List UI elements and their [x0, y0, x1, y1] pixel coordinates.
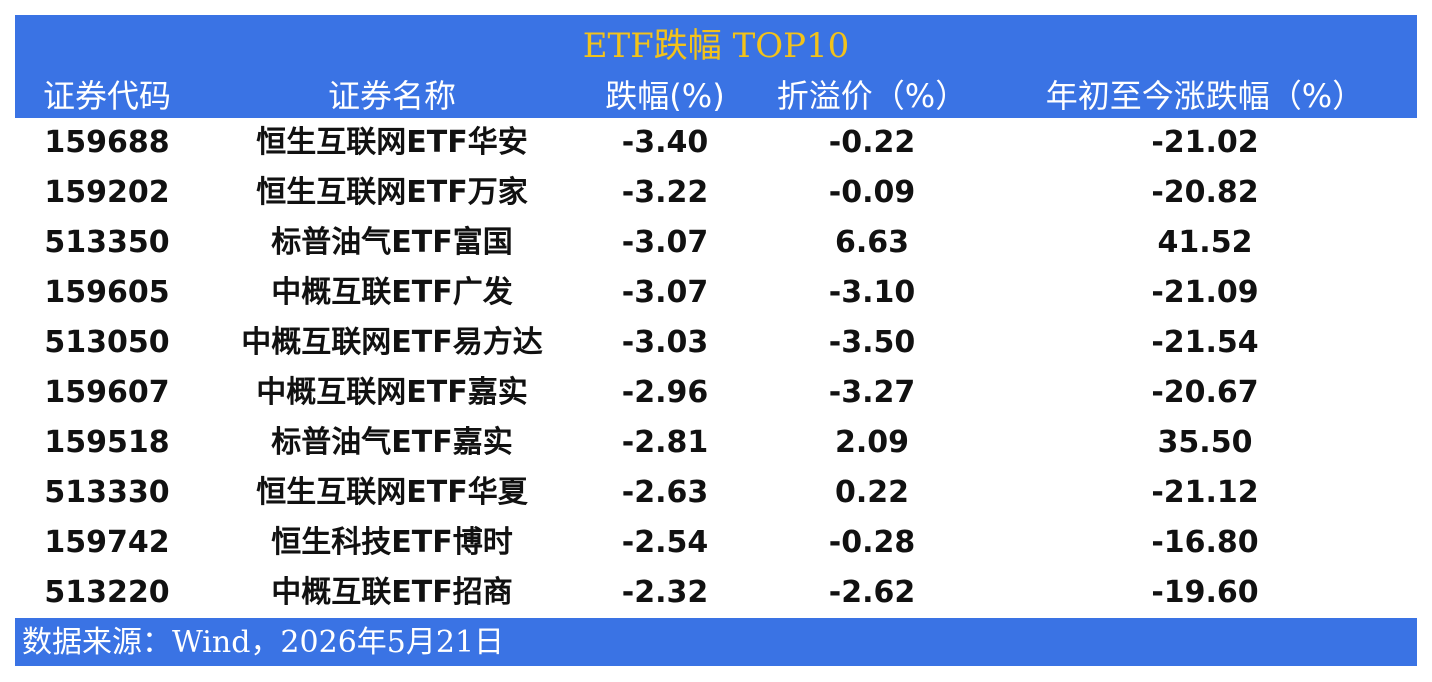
table-cell: 513050 [44, 325, 170, 360]
table-cell: -2.63 [621, 475, 709, 510]
table-cell: 2.09 [834, 425, 910, 460]
table-cell: -3.03 [621, 325, 709, 360]
column-header: 折溢价（%） [776, 77, 968, 115]
table-cell: 513220 [44, 575, 170, 610]
table-cell: -2.81 [621, 425, 709, 460]
table-cell: -21.12 [1151, 475, 1259, 510]
table-cell: 159688 [44, 125, 170, 160]
table-cell: 159607 [44, 375, 170, 410]
column-header: 跌幅(%) [605, 77, 725, 115]
column-header: 证券名称 [327, 77, 457, 115]
table-cell: -21.02 [1151, 125, 1259, 160]
table-cell: 恒生科技ETF博时 [271, 525, 513, 560]
table-cell: -2.32 [621, 575, 709, 610]
column-header: 证券代码 [42, 77, 172, 115]
table-cell: -3.22 [621, 175, 709, 210]
table-cell: -3.10 [828, 275, 916, 310]
table-cell: 513330 [44, 475, 170, 510]
table-cell: 中概互联ETF广发 [271, 275, 513, 310]
table-cell: 标普油气ETF嘉实 [271, 425, 513, 460]
footer-band [15, 618, 1417, 666]
table-cell: 159518 [44, 425, 170, 460]
table-cell: 标普油气ETF富国 [271, 225, 513, 260]
table-cell: 0.22 [834, 475, 910, 510]
title: ETF跌幅 TOP10 [582, 26, 850, 66]
table-cell: -0.22 [828, 125, 916, 160]
table-cell: 159202 [44, 175, 170, 210]
table-cell: 159742 [44, 525, 170, 560]
table-cell: -3.07 [621, 225, 709, 260]
table-cell: -21.09 [1151, 275, 1259, 310]
table-cell: 中概互联网ETF易方达 [241, 325, 543, 360]
table-cell: -19.60 [1151, 575, 1259, 610]
table-cell: -2.54 [621, 525, 709, 560]
table-cell: -3.27 [828, 375, 916, 410]
table-cell: -3.50 [828, 325, 916, 360]
source-note: 数据来源：Wind，2026年5月21日 [22, 625, 505, 660]
table-cell: 6.63 [834, 225, 910, 260]
table-cell: -0.28 [828, 525, 916, 560]
table-cell: -2.62 [828, 575, 916, 610]
table-cell: 中概互联ETF招商 [271, 575, 513, 610]
table-cell: -21.54 [1151, 325, 1259, 360]
header-band [15, 15, 1417, 118]
table-cell: 中概互联网ETF嘉实 [256, 375, 528, 410]
table-cell: -20.67 [1151, 375, 1259, 410]
table-cell: -20.82 [1151, 175, 1259, 210]
table-cell: 恒生互联网ETF华夏 [256, 475, 528, 510]
table-cell: -16.80 [1151, 525, 1259, 560]
table-cell: -0.09 [828, 175, 916, 210]
table-cell: 159605 [44, 275, 170, 310]
table-cell: -2.96 [621, 375, 709, 410]
table-cell: 恒生互联网ETF华安 [256, 125, 528, 160]
column-header: 年初至今涨跌幅（%） [1045, 77, 1365, 115]
table-cell: 35.50 [1157, 425, 1253, 460]
table-cell: -3.07 [621, 275, 709, 310]
table-cell: 513350 [44, 225, 170, 260]
table-cell: -3.40 [621, 125, 709, 160]
table-cell: 41.52 [1157, 225, 1253, 260]
table-cell: 恒生互联网ETF万家 [256, 175, 528, 210]
